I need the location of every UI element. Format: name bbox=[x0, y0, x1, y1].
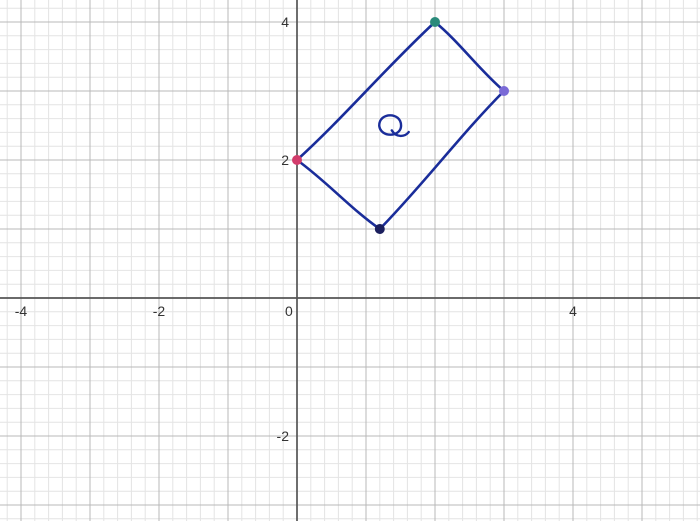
svg-text:-2: -2 bbox=[153, 303, 166, 319]
vertex-point bbox=[375, 224, 385, 234]
svg-text:4: 4 bbox=[569, 303, 577, 319]
vertex-point bbox=[430, 17, 440, 27]
vertex-point bbox=[292, 155, 302, 165]
svg-text:4: 4 bbox=[281, 14, 289, 30]
svg-text:-4: -4 bbox=[15, 303, 28, 319]
svg-text:0: 0 bbox=[285, 303, 293, 319]
svg-text:2: 2 bbox=[281, 152, 289, 168]
vertex-point bbox=[499, 86, 509, 96]
coordinate-plane: -4 -2 0 4 -2 2 4 bbox=[0, 0, 700, 521]
chart-canvas: -4 -2 0 4 -2 2 4 bbox=[0, 0, 700, 521]
svg-text:-2: -2 bbox=[277, 428, 290, 444]
